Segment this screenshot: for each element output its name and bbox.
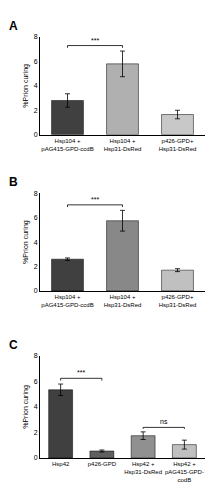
svg-text:Hsp104 +pAG415-GPD-ccdB: Hsp104 +pAG415-GPD-ccdB	[41, 138, 93, 152]
svg-text:ns: ns	[160, 418, 168, 425]
svg-text:0: 0	[34, 287, 38, 294]
svg-text:p426-GPD: p426-GPD	[88, 461, 117, 467]
svg-text:Hsp104 +Hsp31-DsRed: Hsp104 +Hsp31-DsRed	[104, 138, 142, 152]
svg-text:6: 6	[34, 58, 38, 65]
svg-text:2: 2	[34, 429, 38, 436]
svg-text:Hsp42 +pAG415-GPD-codB: Hsp42 +pAG415-GPD-codB	[165, 461, 204, 483]
svg-text:%Prion curing: %Prion curing	[22, 220, 30, 264]
svg-text:0: 0	[34, 454, 38, 461]
svg-text:Hsp42: Hsp42	[52, 461, 70, 467]
svg-text:4: 4	[34, 82, 38, 89]
svg-text:***: ***	[91, 37, 99, 44]
svg-text:C: C	[9, 338, 18, 352]
svg-text:%Prion curing: %Prion curing	[22, 385, 30, 429]
svg-text:B: B	[9, 175, 18, 189]
svg-text:Hsp42 +Hsp31-DsRed: Hsp42 +Hsp31-DsRed	[124, 461, 162, 475]
svg-text:4: 4	[34, 239, 38, 246]
svg-text:p426-GPD+Hsp31-DsRed: p426-GPD+Hsp31-DsRed	[159, 138, 197, 152]
svg-text:Hsp104 +Hsp31-DsRed: Hsp104 +Hsp31-DsRed	[104, 294, 142, 308]
svg-text:6: 6	[34, 378, 38, 385]
svg-text:***: ***	[77, 369, 85, 376]
svg-text:***: ***	[91, 196, 99, 203]
svg-text:8: 8	[34, 33, 38, 40]
svg-text:8: 8	[34, 352, 38, 359]
svg-text:p426-GPD+Hsp31-DsRed: p426-GPD+Hsp31-DsRed	[159, 294, 197, 308]
svg-text:2: 2	[34, 107, 38, 114]
svg-text:Hsp104 +pAG415-GPD-ccdB: Hsp104 +pAG415-GPD-ccdB	[41, 294, 93, 308]
svg-text:2: 2	[34, 263, 38, 270]
svg-text:6: 6	[34, 214, 38, 221]
svg-text:4: 4	[34, 403, 38, 410]
svg-text:A: A	[9, 19, 18, 33]
svg-text:8: 8	[34, 190, 38, 197]
svg-text:0: 0	[34, 131, 38, 138]
svg-text:%Prion curing: %Prion curing	[22, 64, 30, 108]
